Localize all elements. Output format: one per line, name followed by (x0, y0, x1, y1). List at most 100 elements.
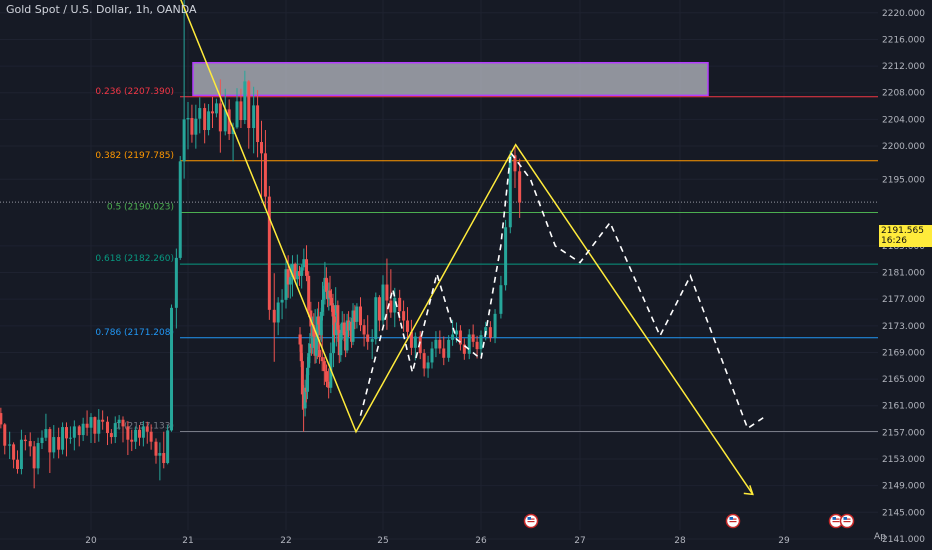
candle-body (109, 433, 113, 438)
pattern-drawings (180, 0, 764, 496)
candle (109, 429, 113, 444)
candle (40, 430, 44, 450)
fib-level-label: 0.618 (2182.260) (95, 254, 174, 264)
candle-body (16, 459, 19, 470)
flag-stripe (729, 521, 737, 523)
candle-body (389, 300, 393, 313)
candle (130, 429, 134, 452)
candle (260, 120, 263, 199)
candle-body (293, 263, 297, 280)
candle (319, 307, 323, 342)
candle-body (48, 429, 52, 453)
candle (295, 254, 299, 287)
candle (513, 145, 517, 188)
candle-body (214, 103, 218, 114)
price-axis-tick-label: 2153.000 (882, 455, 925, 465)
fib-level-label: 0.382 (2197.785) (95, 151, 174, 161)
candle-body (321, 299, 324, 312)
candle (101, 410, 105, 430)
candle (374, 292, 378, 345)
candle (170, 304, 174, 432)
candle (194, 104, 198, 149)
candle (284, 259, 288, 309)
us-economic-event-icon[interactable] (523, 513, 539, 529)
candle-body (158, 453, 162, 456)
candle (322, 357, 326, 386)
candle (377, 295, 381, 332)
candle (402, 300, 406, 332)
candle (351, 303, 355, 346)
candle-body (402, 311, 406, 321)
candle-body (342, 322, 346, 336)
candle (434, 331, 438, 358)
candle (305, 245, 309, 282)
candle (0, 407, 3, 429)
price-axis-tick-label: 2181.000 (882, 269, 925, 279)
candle (52, 425, 56, 459)
candle-body (19, 439, 23, 470)
time-axis-tick-label: 27 (574, 536, 585, 546)
candle-body (317, 349, 321, 358)
candle (252, 86, 256, 154)
candle-body (331, 305, 335, 317)
us-economic-event-icon[interactable] (725, 513, 741, 529)
candle-body (299, 344, 303, 362)
time-axis-tick-label: 25 (377, 536, 388, 546)
us-economic-event-icon[interactable] (839, 513, 855, 529)
candle-body (8, 444, 12, 446)
price-axis-tick-label: 2200.000 (882, 142, 925, 152)
chart-title: Gold Spot / U.S. Dollar, 1h, OANDA (6, 3, 197, 16)
candle-body (12, 444, 16, 460)
price-axis-tick-label: 2195.000 (882, 175, 925, 185)
candle-body (3, 424, 7, 446)
candle-body (36, 443, 40, 469)
candle-body (300, 361, 304, 395)
candle (190, 104, 194, 143)
last-price-tag: 2191.565 16:26 (879, 225, 932, 247)
candle (263, 130, 267, 209)
candle-body (426, 362, 430, 369)
candle (149, 424, 153, 450)
us-economic-event-icon[interactable] (828, 513, 844, 529)
candle-body (393, 297, 397, 313)
candle-body (317, 316, 321, 325)
economic-events[interactable] (523, 513, 855, 529)
candle-body (303, 387, 307, 409)
candle (293, 262, 297, 282)
candle (198, 97, 202, 134)
candle (272, 273, 276, 362)
candle-body (345, 320, 349, 351)
candle-body (52, 437, 56, 453)
candle-body (488, 327, 492, 338)
candle (8, 431, 12, 460)
candle-body (385, 284, 389, 301)
candle (518, 158, 522, 218)
candle-body (28, 441, 32, 447)
candle (475, 335, 479, 359)
flag-stripe (527, 521, 535, 523)
candle-body (430, 348, 434, 363)
candle-body (0, 413, 3, 425)
yellow-arrowhead (743, 485, 754, 496)
price-axis-tick-label: 2149.000 (882, 482, 925, 492)
candle-body (334, 305, 338, 316)
candle (302, 248, 306, 271)
grid-layer (0, 0, 878, 540)
candle-body (355, 306, 359, 322)
flag-stripe (843, 521, 851, 523)
candle (77, 425, 81, 447)
candle-body (351, 310, 355, 342)
candle (315, 308, 319, 346)
candle-body (307, 275, 311, 311)
candle-body (422, 353, 426, 369)
candle (488, 321, 492, 342)
candle-body (370, 339, 374, 342)
candle-body (239, 101, 243, 121)
candle (406, 307, 409, 341)
candle (182, 0, 186, 179)
candle-body (442, 348, 446, 358)
candle-body (362, 325, 366, 335)
time-axis-overflow-label: Ap (874, 532, 886, 542)
candle-body (314, 337, 318, 356)
